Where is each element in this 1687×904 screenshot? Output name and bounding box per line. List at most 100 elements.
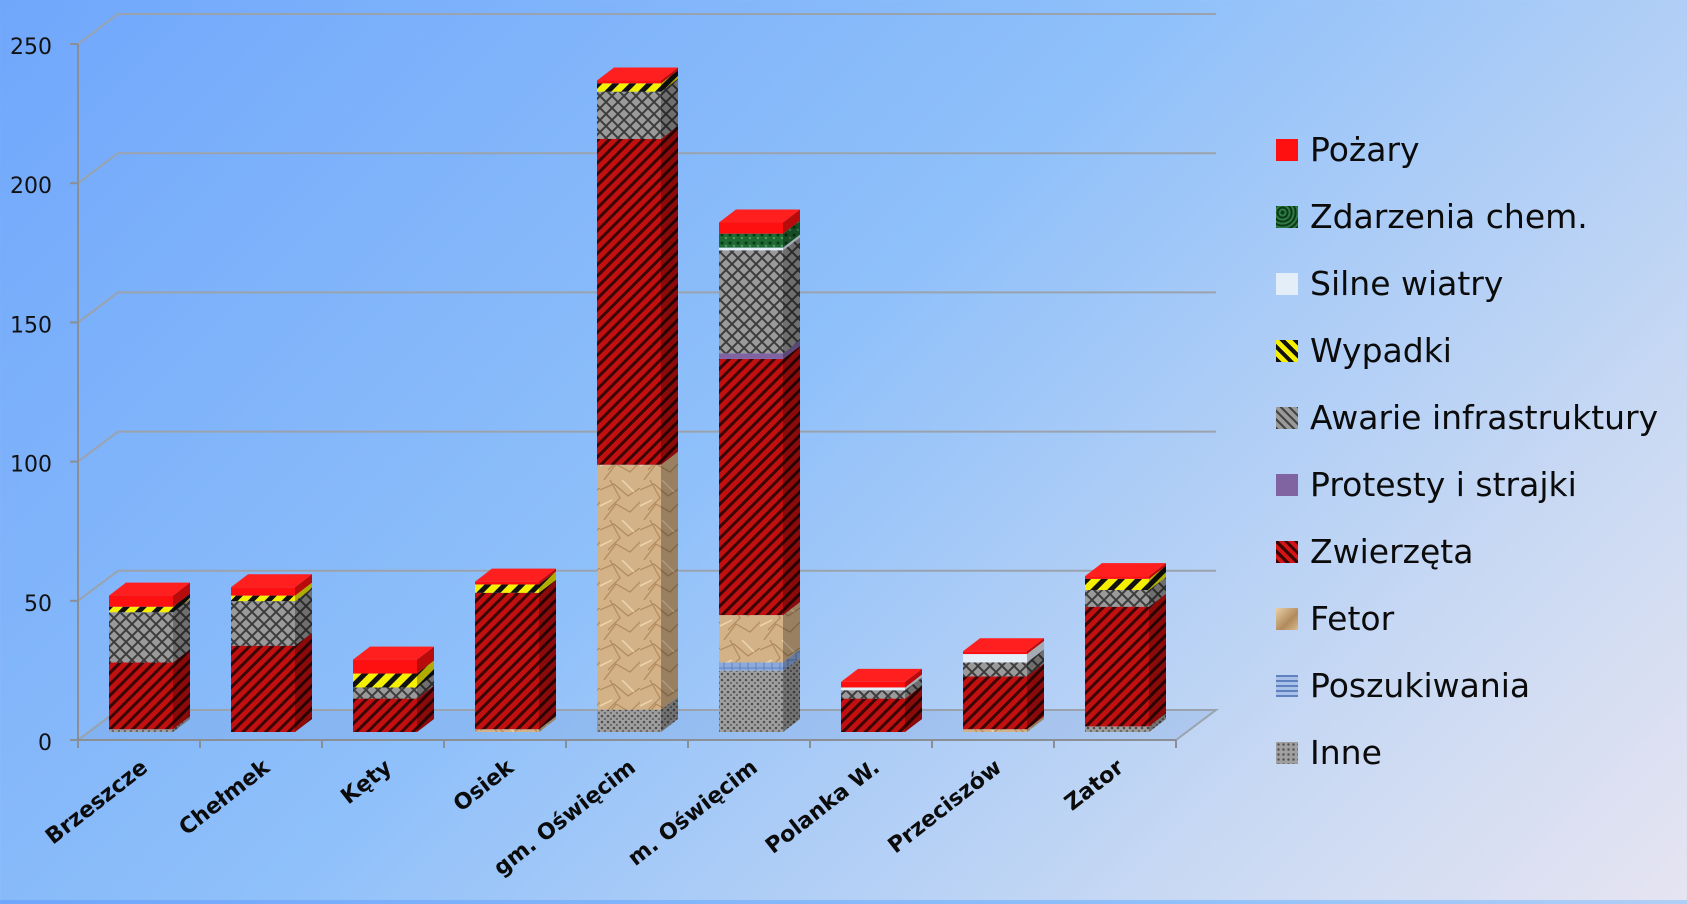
bar-segment-side — [1027, 638, 1044, 655]
legend-label: Pożary — [1310, 130, 1420, 169]
bar-segment-side-shade — [661, 78, 678, 140]
bar-stack — [1085, 563, 1166, 732]
bar-segment-side — [295, 632, 312, 732]
bar-segment — [597, 464, 661, 710]
legend-swatch — [1276, 741, 1298, 764]
bar-segment — [597, 83, 661, 92]
bar-segment-side-shade — [173, 593, 190, 613]
bar-top — [109, 582, 190, 596]
bar-segment — [475, 729, 539, 732]
bar-segment — [1085, 726, 1149, 732]
x-tick-label: Brzeszcze — [41, 755, 153, 850]
bar-stack — [353, 646, 434, 732]
bar-top — [475, 568, 556, 582]
legend-item: Awarie infrastruktury — [1276, 384, 1681, 451]
gridline — [77, 569, 1216, 602]
bar-stack — [719, 209, 800, 732]
bar-segment — [231, 645, 295, 732]
bar-top-highlight — [597, 67, 678, 81]
bar-top-highlight — [1085, 563, 1166, 577]
bar-segment-side — [783, 220, 800, 248]
bar-segment — [231, 601, 295, 646]
bar-segment-side-shade — [783, 237, 800, 354]
bar-segment-side-shade — [661, 67, 678, 84]
bar-segment — [1085, 606, 1149, 727]
legend-swatch — [1276, 674, 1298, 697]
bar-segment-side-shade — [539, 579, 556, 730]
bar-segment-side-shade — [1149, 713, 1166, 732]
legend-label: Fetor — [1310, 599, 1395, 638]
y-tick-label: 250 — [10, 35, 52, 60]
legend-item: Inne — [1276, 719, 1681, 786]
bar-segment-side — [173, 582, 190, 607]
bar-segment — [597, 139, 661, 465]
bar-segment-side-shade — [905, 685, 922, 732]
bar-segment-side-shade — [1027, 641, 1044, 663]
bar-segment — [353, 659, 417, 674]
legend-label: Silne wiatry — [1310, 264, 1504, 303]
bar-segment — [353, 698, 417, 732]
legend-label: Awarie infrastruktury — [1310, 398, 1659, 437]
bar-segment-side — [783, 340, 800, 359]
y-tick-label: 50 — [24, 592, 52, 617]
bar-stack — [597, 67, 678, 732]
bar-segment — [109, 606, 173, 613]
bar-segment-side-shade — [417, 674, 434, 699]
bar-segment — [597, 80, 661, 84]
bar-segment-side-shade — [661, 70, 678, 92]
bar-stack — [963, 638, 1044, 732]
bar-segment-side — [417, 674, 434, 699]
bar-stack — [231, 574, 312, 732]
bar-segment-side — [783, 209, 800, 234]
bar-segment — [109, 595, 173, 607]
bar-segment-side — [1027, 641, 1044, 663]
bar-segment — [963, 654, 1027, 663]
y-tick-label: 0 — [38, 731, 52, 756]
bar-segment-side — [783, 657, 800, 732]
bar-segment — [597, 91, 661, 140]
bar-segment — [963, 729, 1027, 732]
x-tick-label: Przeciszów — [884, 755, 1007, 859]
bar-segment-side — [1027, 663, 1044, 730]
bar-segment-side — [783, 649, 800, 671]
legend-item: Zwierzęta — [1276, 518, 1681, 585]
bar-segment-side — [295, 574, 312, 596]
bar-segment-side-shade — [783, 657, 800, 732]
bar-segment — [353, 673, 417, 688]
bar-segment-side — [783, 345, 800, 616]
bar-segment-side-shade — [417, 685, 434, 732]
bar-segment-side-shade — [1149, 577, 1166, 607]
bar-segment-side — [1149, 577, 1166, 607]
bar-segment — [719, 615, 783, 663]
bar-segment-side-shade — [173, 716, 190, 732]
chart-legend: Pożary Zdarzenia chem. Silne wiatry Wypadki… — [1276, 116, 1681, 786]
bar-segment — [841, 687, 905, 691]
bar-segment-side — [1027, 649, 1044, 677]
bar-segment-side-shade — [783, 345, 800, 616]
bar-segment-side-shade — [905, 668, 922, 688]
x-tick-label: Chełmek — [175, 754, 276, 841]
bar-segment-side — [173, 649, 190, 730]
legend-label: Protesty i strajki — [1310, 465, 1577, 504]
bar-segment-side — [905, 685, 922, 732]
bar-segment — [719, 222, 783, 234]
bar-segment-side — [661, 78, 678, 140]
bar-segment-side-shade — [783, 209, 800, 234]
bar-segment-side-shade — [783, 649, 800, 671]
bar-segment-side — [1027, 716, 1044, 732]
bar-segment-side — [539, 568, 556, 585]
legend-label: Inne — [1310, 733, 1382, 772]
bar-segment-side-shade — [783, 602, 800, 663]
bar-segment — [1085, 576, 1149, 579]
bar-segment-side-shade — [417, 646, 434, 674]
bar-top — [963, 638, 1044, 652]
bar-segment-side — [1149, 713, 1166, 732]
bar-top — [353, 646, 434, 660]
bar-segment — [841, 690, 905, 699]
bar-segment-side-shade — [295, 588, 312, 646]
bar-segment-side — [661, 67, 678, 84]
bar-top-highlight — [231, 574, 312, 588]
bar-top-highlight — [719, 209, 800, 223]
bar-segment-side — [905, 674, 922, 691]
